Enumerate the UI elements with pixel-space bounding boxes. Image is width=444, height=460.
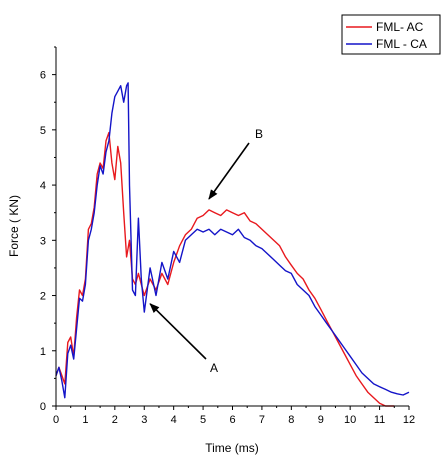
axes [55, 47, 409, 407]
y-tick-label: 2 [40, 291, 46, 303]
annotation-label-b: B [255, 127, 263, 141]
series-layer [55, 82, 410, 407]
x-tick-label: 3 [141, 414, 147, 426]
legend-label-fml-ca: FML - CA [376, 37, 427, 51]
x-tick-label: 9 [318, 414, 324, 426]
y-tick-label: 5 [40, 125, 46, 137]
x-tick-label: 7 [259, 414, 265, 426]
x-tick-label: 2 [112, 414, 118, 426]
x-axis-title: Time (ms) [205, 441, 259, 455]
legend-label-fml-ac: FML- AC [376, 20, 424, 34]
y-tick-label: 0 [40, 401, 46, 413]
y-ticks: 0 1 2 3 4 5 6 [40, 46, 56, 413]
x-tick-label: 11 [374, 414, 385, 426]
y-tick-label: 1 [40, 346, 46, 358]
series-line-fml-ca [55, 82, 410, 399]
y-tick-label: 4 [40, 180, 46, 192]
legend: FML- AC FML - CA [341, 14, 441, 55]
annotation-arrow-b [208, 142, 250, 200]
x-tick-label: 6 [229, 414, 235, 426]
y-tick-label: 3 [40, 235, 46, 247]
legend-box [341, 14, 441, 55]
y-tick-label: 6 [40, 70, 46, 82]
x-tick-label: 8 [288, 414, 294, 426]
x-tick-label: 5 [200, 414, 206, 426]
x-tick-label: 1 [82, 414, 88, 426]
x-tick-label: 10 [344, 414, 356, 426]
x-tick-label: 4 [171, 414, 177, 426]
annotation-label-a: A [210, 361, 218, 375]
annotation-arrow-a [149, 303, 207, 360]
annotations: AB [149, 127, 263, 375]
series-line-fml-ac [55, 131, 395, 407]
x-ticks: 0 1 2 3 4 5 6 7 8 9 10 11 12 [53, 406, 415, 426]
x-tick-label: 0 [53, 414, 59, 426]
x-tick-label: 12 [403, 414, 415, 426]
y-axis-title: Force ( KN) [7, 195, 21, 257]
